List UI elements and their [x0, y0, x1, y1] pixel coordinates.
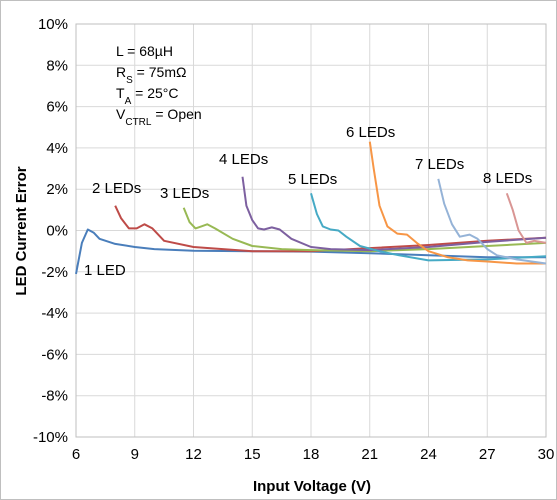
x-tick-label: 21: [361, 446, 378, 463]
series-line-5: [310, 193, 547, 262]
y-tick-label: -10%: [33, 429, 68, 446]
y-tick-label: 0%: [46, 223, 68, 240]
series-line-1: [75, 228, 546, 275]
series-lines: [75, 141, 547, 275]
y-tick-label: -6%: [41, 346, 68, 363]
plot-border: [75, 23, 547, 438]
series-label-1: 1 LED: [84, 262, 126, 279]
series-label-8: 8 LEDs: [483, 170, 532, 187]
x-tick-label: 12: [185, 446, 202, 463]
x-tick-label: 9: [131, 446, 139, 463]
x-tick-label: 30: [538, 446, 555, 463]
y-tick-label: 10%: [38, 16, 68, 33]
y-tick-label: -2%: [41, 264, 68, 281]
series-line-8: [505, 192, 547, 244]
series-label-3: 3 LEDs: [160, 185, 209, 202]
x-tick-label: 6: [72, 446, 80, 463]
series-label-6: 6 LEDs: [346, 124, 395, 141]
x-tick-label: 18: [303, 446, 320, 463]
annotation-line: VCTRL = Open: [116, 106, 202, 128]
y-tick-labels: -10% -8% -6% -4% -2% 0% 2% 4% 6% 8% 10%: [33, 16, 68, 446]
series-line-2: [114, 205, 547, 253]
series-label-2: 2 LEDs: [92, 180, 141, 197]
series-line-4: [241, 176, 547, 252]
x-tick-label: 15: [244, 446, 261, 463]
y-tick-label: 2%: [46, 181, 68, 198]
series-labels: 1 LED 2 LEDs 3 LEDs 4 LEDs 5 LEDs 6 LEDs 7 LED…: [84, 124, 532, 279]
series-label-7: 7 LEDs: [415, 156, 464, 173]
x-tick-label: 24: [420, 446, 437, 463]
y-axis-title: LED Current Error: [13, 166, 30, 295]
y-tick-label: 4%: [46, 140, 68, 157]
series-label-5: 5 LEDs: [288, 171, 337, 188]
series-label-4: 4 LEDs: [219, 151, 268, 168]
series-line-7: [437, 178, 547, 265]
y-tick-label: 6%: [46, 99, 68, 116]
series-line-3: [182, 207, 547, 253]
x-tick-labels: 6 9 12 15 18 21 24 27 30: [72, 446, 555, 463]
x-tick-label: 27: [479, 446, 496, 463]
annotation-line: RS = 75mΩ: [116, 64, 186, 86]
annotation-line: TA = 25°C: [116, 85, 178, 107]
annotation-line: L = 68µH: [116, 43, 173, 59]
y-tick-label: 8%: [46, 57, 68, 74]
y-tick-label: -8%: [41, 388, 68, 405]
x-axis-title: Input Voltage (V): [253, 478, 371, 495]
series-line-6: [368, 141, 546, 265]
y-tick-label: -4%: [41, 305, 68, 322]
gridlines: [75, 23, 547, 438]
